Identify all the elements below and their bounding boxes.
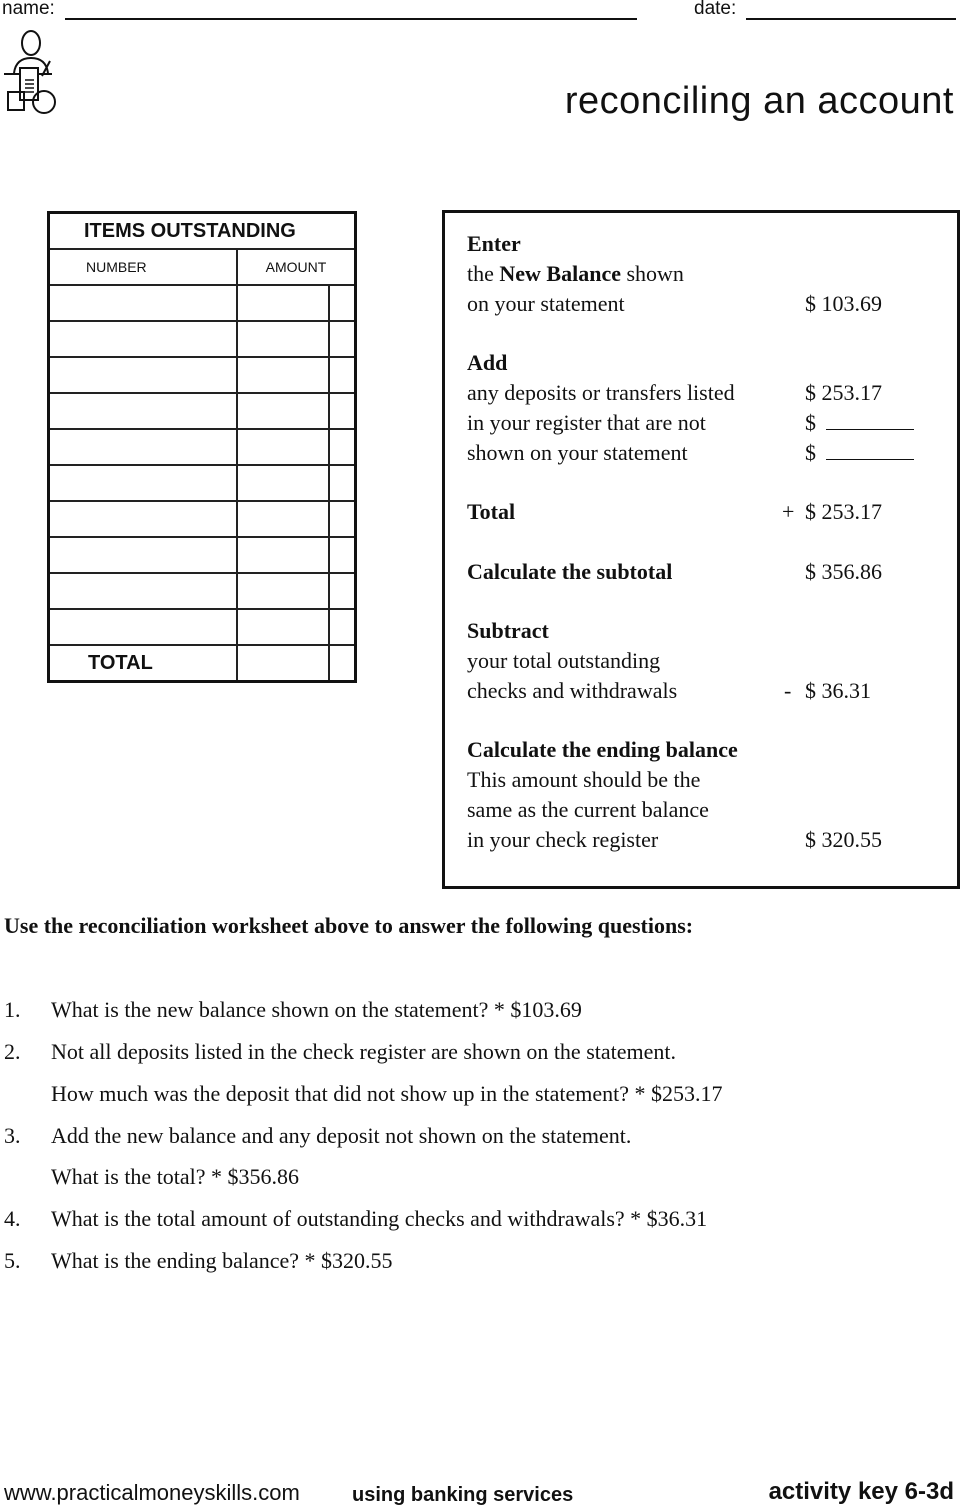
footer-activity: activity key 6-3d	[768, 1478, 954, 1505]
ending-line2: same as the current balance	[467, 797, 709, 822]
table-row[interactable]	[47, 356, 357, 394]
ending-balance-value: $ 320.55	[805, 827, 882, 852]
table-row[interactable]	[47, 464, 357, 502]
items-outstanding-title: ITEMS OUTSTANDING	[47, 211, 357, 250]
name-label: name:	[2, 0, 55, 19]
date-field[interactable]	[746, 18, 956, 20]
ending-line3: in your check register	[467, 827, 659, 852]
items-outstanding-table: ITEMS OUTSTANDING NUMBER AMOUNT TOTAL	[47, 211, 357, 683]
amount-column-header: AMOUNT	[236, 248, 357, 286]
number-column-header: NUMBER	[47, 248, 238, 286]
enter-line2: on your statement	[467, 291, 625, 316]
footer-section: using banking services	[352, 1484, 574, 1506]
plus-sign: +	[782, 499, 795, 524]
subtract-line2: checks and withdrawals	[467, 678, 678, 703]
table-row[interactable]	[47, 572, 357, 610]
subtract-line1: your total outstanding	[467, 648, 661, 673]
table-row[interactable]	[47, 284, 357, 322]
deposit-3-field[interactable]: $	[805, 440, 914, 466]
total-value: $ 253.17	[805, 499, 882, 524]
subtract-heading: Subtract	[467, 618, 549, 643]
person-with-statement-icon	[4, 30, 56, 114]
table-row[interactable]	[47, 392, 357, 430]
total-label: Total	[467, 499, 516, 524]
instructions: Use the reconciliation worksheet above t…	[4, 913, 694, 938]
total-label: TOTAL	[47, 644, 238, 683]
deposit-2-field[interactable]: $	[805, 410, 914, 436]
table-row[interactable]	[47, 428, 357, 466]
page-title: reconciling an account	[564, 80, 954, 122]
subtotal-label: Calculate the subtotal	[467, 559, 673, 584]
table-row[interactable]	[47, 608, 357, 646]
table-row[interactable]	[47, 320, 357, 358]
add-line3: shown on your statement	[467, 440, 688, 465]
minus-sign: -	[784, 678, 792, 703]
deposit-1-value: $ 253.17	[805, 380, 882, 405]
footer-url[interactable]: www.practicalmoneyskills.com	[4, 1480, 300, 1505]
ending-heading: Calculate the ending balance	[467, 737, 738, 762]
enter-heading: Enter	[467, 231, 521, 256]
subtotal-value: $ 356.86	[805, 559, 882, 584]
new-balance-value: $ 103.69	[805, 291, 882, 316]
subtract-value: $ 36.31	[805, 678, 871, 703]
name-field[interactable]	[65, 18, 637, 20]
enter-line1: the New Balance shown	[467, 261, 684, 286]
add-line2: in your register that are not	[467, 410, 706, 435]
date-label: date:	[694, 0, 737, 19]
table-row[interactable]	[47, 500, 357, 538]
table-row[interactable]	[47, 536, 357, 574]
reconciliation-box: Enter the New Balance shown on your stat…	[442, 210, 960, 889]
ending-line1: This amount should be the	[467, 767, 701, 792]
add-line1: any deposits or transfers listed	[467, 380, 735, 405]
add-heading: Add	[467, 350, 508, 375]
total-row[interactable]: TOTAL	[47, 644, 357, 683]
